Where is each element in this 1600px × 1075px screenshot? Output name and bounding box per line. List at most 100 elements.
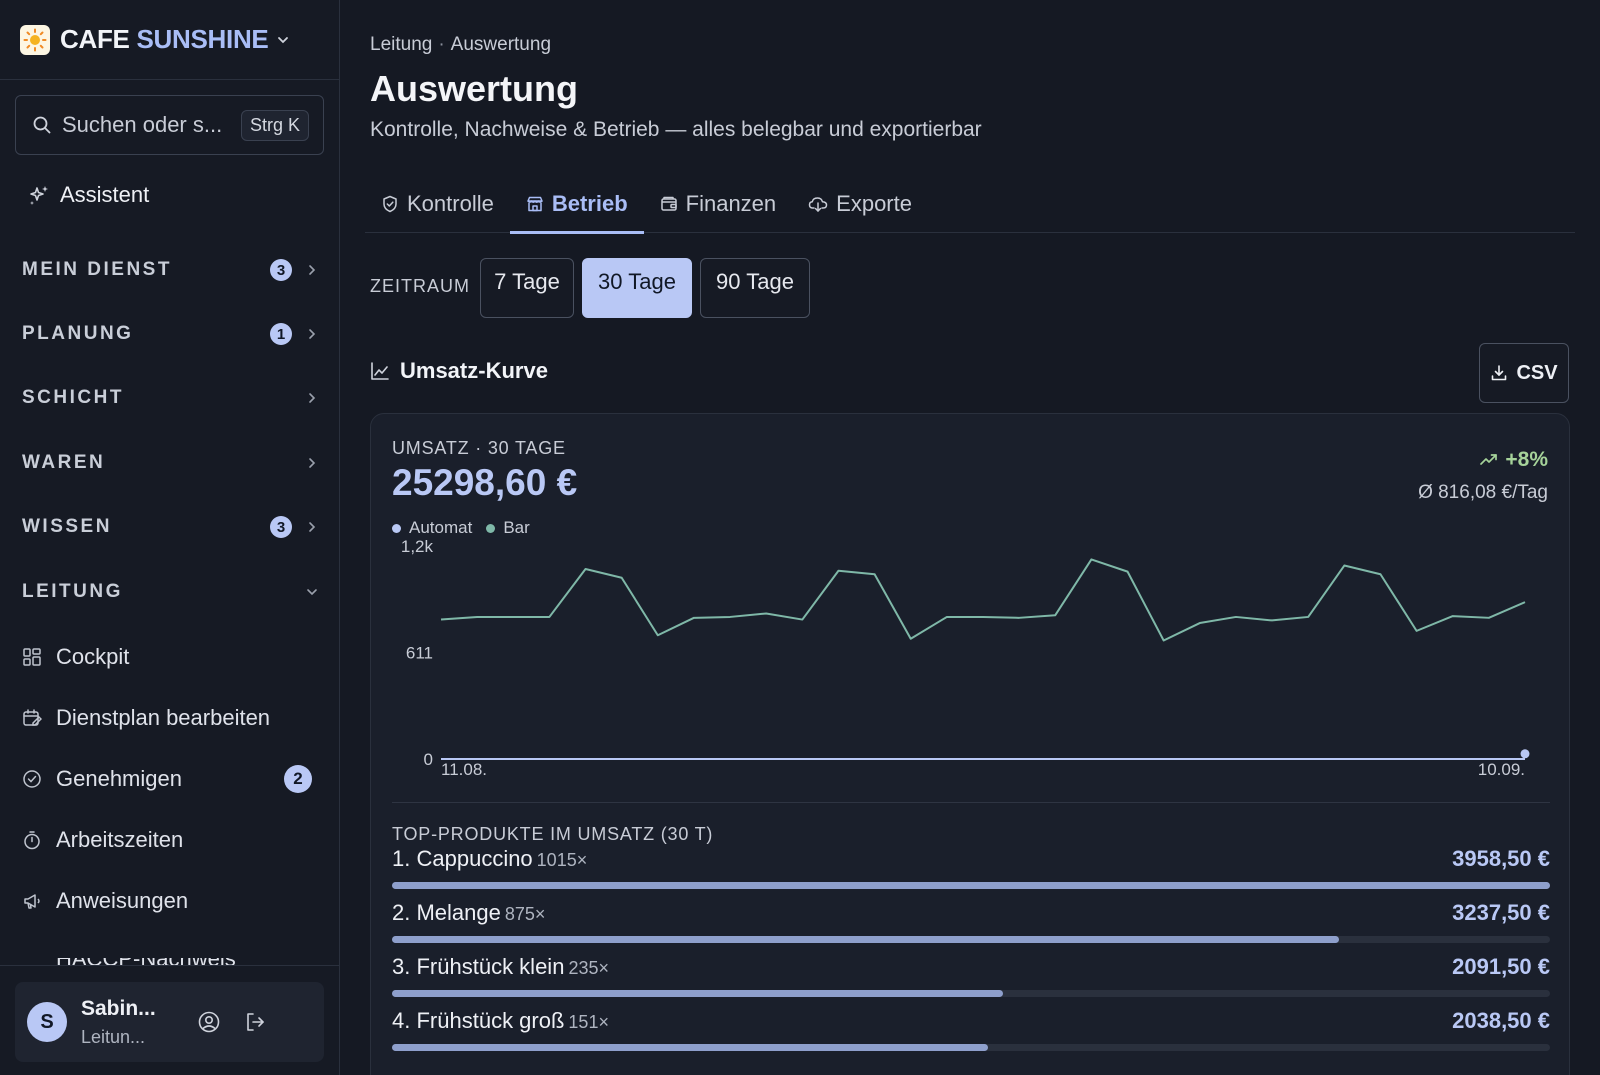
tab-label: Finanzen [685, 191, 777, 216]
section-mein-dienst[interactable]: MEIN DIENST 3 [22, 250, 318, 290]
product-revenue: 3958,50 € [1452, 846, 1550, 871]
revenue-line-chart: 1,2k 611 0 11.08. 10.09. [401, 537, 1530, 779]
nav-item-genehmigen[interactable]: Genehmigen 2 [22, 759, 318, 799]
revenue-card: UMSATZ · 30 TAGE 25298,60 € +8% Ø 816,08… [370, 413, 1570, 1075]
nav-item-label: Dienstplan bearbeiten [56, 705, 271, 730]
legend-item-bar: Bar [486, 518, 530, 538]
nav-item-anweisungen[interactable]: Anweisungen [22, 881, 318, 921]
section-planung[interactable]: PLANUNG 1 [22, 314, 318, 354]
count-badge: 1 [270, 323, 292, 345]
nav-item-haccp[interactable]: HACCP-Nachweis [22, 958, 318, 968]
page-title: Auswertung [370, 68, 579, 109]
product-row: 1. Cappuccino 1015× 3958,50 € [392, 846, 1550, 896]
brand-name-part2: SUNSHINE [136, 24, 269, 54]
kpi-value: 25298,60 € [392, 462, 578, 503]
share-bar-fill [392, 990, 1004, 997]
user-info: Sabin... Leitun... [81, 997, 181, 1048]
chevron-right-icon [306, 264, 318, 276]
kpi-trend-value: +8% [1505, 448, 1548, 471]
chevron-right-icon [306, 392, 318, 404]
user-bar: S Sabin... Leitun... [0, 965, 339, 1075]
nav-item-dienstplan[interactable]: Dienstplan bearbeiten [22, 698, 318, 738]
range-7-days[interactable]: 7 Tage [480, 258, 574, 318]
section-schicht[interactable]: SCHICHT [22, 378, 318, 418]
range-90-days[interactable]: 90 Tage [700, 258, 810, 318]
kpi-label: UMSATZ · 30 TAGE [392, 438, 566, 458]
page-subtitle: Kontrolle, Nachweise & Betrieb — alles b… [370, 118, 982, 141]
product-rank: 2. [392, 900, 411, 925]
series-line-bar [440, 558, 1526, 642]
breadcrumb: Leitung · Auswertung [370, 34, 552, 55]
product-count: 235× [568, 958, 609, 978]
tab-betrieb[interactable]: Betrieb [509, 175, 644, 234]
chevron-right-icon [306, 328, 318, 340]
wallet-icon [660, 196, 677, 211]
share-bar [392, 882, 1550, 889]
count-badge: 3 [270, 259, 292, 281]
avatar[interactable]: S [27, 1002, 67, 1042]
sidebar: CAFE SUNSHINE Suchen oder s... Strg K As… [0, 0, 340, 1075]
product-revenue: 2038,50 € [1452, 1008, 1550, 1033]
megaphone-icon [24, 894, 40, 909]
user-name: Sabin... [81, 996, 156, 1020]
profile-button[interactable] [191, 1004, 227, 1040]
product-label: Frühstück klein [416, 954, 565, 979]
section-leitung[interactable]: LEITUNG [22, 572, 318, 612]
tab-finanzen[interactable]: Finanzen [644, 175, 793, 233]
count-badge: 2 [284, 765, 312, 793]
tab-label: Kontrolle [407, 191, 494, 216]
legend-label: Bar [503, 518, 530, 537]
kpi-trend: +8% [1479, 448, 1548, 472]
user-role: Leitun... [81, 1026, 146, 1047]
share-bar-fill [392, 1044, 989, 1051]
section-wissen[interactable]: WISSEN 3 [22, 507, 318, 547]
top-products-title: TOP-PRODUKTE IM UMSATZ (30 T) [392, 824, 714, 844]
section-label: SCHICHT [22, 387, 124, 408]
line-chart-icon [371, 362, 389, 380]
share-bar [392, 1044, 1550, 1051]
section-label: LEITUNG [22, 581, 123, 602]
main-content: Leitung · Auswertung Auswertung Kontrolle,… [340, 0, 1600, 1075]
logout-button[interactable] [237, 1004, 273, 1040]
section-waren[interactable]: WAREN [22, 443, 318, 483]
product-row: 4. Frühstück groß 151× 2038,50 € [392, 1008, 1550, 1058]
check-circle-icon [23, 770, 41, 788]
csv-label: CSV [1516, 361, 1558, 384]
tab-kontrolle[interactable]: Kontrolle [365, 175, 510, 233]
section-label: MEIN DIENST [22, 259, 172, 280]
series-point-automat-last [1520, 749, 1530, 759]
product-name: 2. Melange 875× [392, 900, 545, 926]
nav-item-cockpit[interactable]: Cockpit [22, 637, 318, 677]
y-tick-label: 0 [424, 750, 433, 769]
search-input[interactable]: Suchen oder s... Strg K [15, 95, 324, 155]
sun-logo-icon [20, 24, 50, 55]
nav-item-arbeitszeiten[interactable]: Arbeitszeiten [22, 820, 318, 860]
user-circle-icon [198, 1011, 220, 1033]
product-count: 1015× [536, 850, 588, 870]
search-icon [33, 116, 51, 134]
nav-item-label: Genehmigen [56, 766, 182, 791]
section-label: WAREN [22, 452, 106, 473]
product-label: Cappuccino [416, 846, 533, 871]
section-heading-label: Umsatz-Kurve [400, 358, 548, 383]
breadcrumb-item: Auswertung [450, 34, 552, 55]
count-badge: 3 [270, 516, 292, 538]
brand-switcher[interactable]: CAFE SUNSHINE [0, 0, 339, 80]
logout-icon [247, 1013, 264, 1031]
tab-exporte[interactable]: Exporte [792, 175, 928, 233]
product-label: Melange [416, 900, 501, 925]
product-rank: 3. [392, 954, 411, 979]
shield-check-icon [383, 195, 397, 213]
product-name: 4. Frühstück groß 151× [392, 1008, 609, 1034]
breadcrumb-item[interactable]: Leitung [370, 34, 433, 55]
assistant-link[interactable]: Assistent [28, 180, 149, 210]
search-shortcut: Strg K [240, 109, 309, 141]
chevron-right-icon [306, 521, 318, 533]
range-30-days[interactable]: 30 Tage [582, 258, 692, 318]
product-count: 875× [504, 904, 546, 924]
legend-item-automat: Automat [392, 518, 472, 538]
csv-export-button[interactable]: CSV [1479, 343, 1569, 403]
nav-item-label: Arbeitszeiten [56, 827, 184, 852]
section-heading: Umsatz-Kurve [370, 358, 548, 384]
kpi-average: Ø 816,08 €/Tag [1418, 482, 1548, 503]
